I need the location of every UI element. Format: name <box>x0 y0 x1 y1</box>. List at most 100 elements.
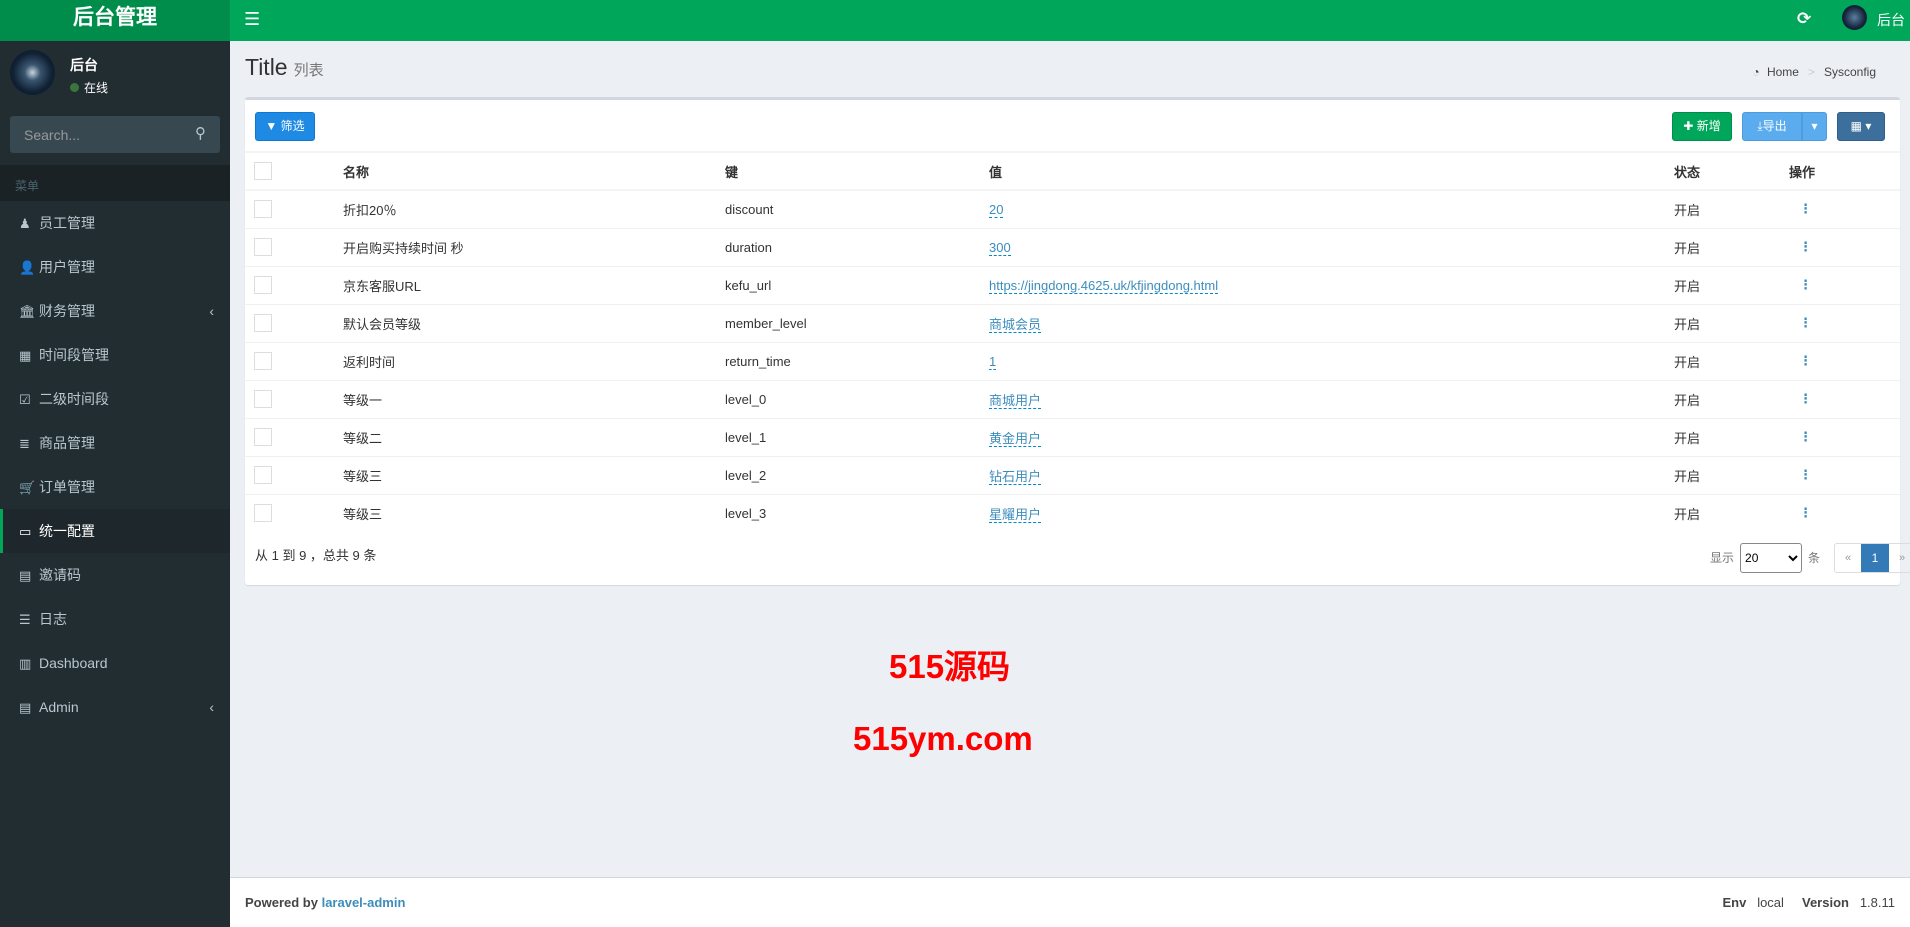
sidebar-item-7[interactable]: ▭ 统一配置 <box>0 509 230 553</box>
pagination: « 1 » <box>1834 543 1910 573</box>
row-actions-icon[interactable]: ⋮ <box>1799 429 1812 444</box>
plus-icon: ✚ <box>1683 119 1694 133</box>
footer: Powered by laravel-admin Env local Versi… <box>230 877 1910 927</box>
sidebar-toggle-icon[interactable]: ☰ <box>244 9 261 29</box>
row-actions-icon[interactable]: ⋮ <box>1799 239 1812 254</box>
caret-down-icon: ▾ <box>1865 119 1872 133</box>
editable-value[interactable]: 钻石用户 <box>989 468 1042 485</box>
row-checkbox[interactable] <box>254 200 272 219</box>
cell-name: 等级二 <box>343 417 725 456</box>
user-menu[interactable]: 后台 <box>1877 12 1905 28</box>
col-actions: 操作 <box>1789 151 1900 191</box>
menu-icon: 🛒 <box>19 480 36 495</box>
row-checkbox[interactable] <box>254 466 272 484</box>
row-actions-icon[interactable]: ⋮ <box>1799 505 1812 521</box>
laravel-admin-link[interactable]: laravel-admin <box>321 895 406 910</box>
row-actions-icon[interactable]: ⋮ <box>1799 201 1812 217</box>
menu-icon: ▥ <box>19 656 32 671</box>
row-checkbox[interactable] <box>254 390 272 408</box>
sidebar-item-9[interactable]: ☰ 日志 <box>0 597 230 641</box>
per-page: 显示 20 条 <box>1710 543 1820 573</box>
editable-value[interactable]: 商城会员 <box>989 316 1042 333</box>
new-button[interactable]: ✚ 新增 <box>1672 112 1732 141</box>
sidebar-item-2[interactable]: 🏛 财务管理 ‹ <box>0 289 230 333</box>
sidebar-item-6[interactable]: 🛒 订单管理 <box>0 465 230 509</box>
cell-key: return_time <box>725 341 989 380</box>
table-row: 返利时间 return_time 1 开启 ⋮ <box>245 341 1900 380</box>
cell-status: 开启 <box>1674 379 1789 418</box>
page-1-button[interactable]: 1 <box>1861 544 1889 572</box>
select-all-checkbox[interactable] <box>254 162 272 180</box>
sidebar-item-3[interactable]: ▦ 时间段管理 <box>0 333 230 377</box>
grid-box: ▼ 筛选 ✚ 新增 ⤓导出 ▾ ▦ ▾ 名称 键 值 状态 操作 折扣20％ d… <box>245 97 1910 585</box>
sidebar-item-0[interactable]: ♟ 员工管理 <box>0 201 230 245</box>
menu-icon: ♟ <box>19 216 31 231</box>
row-actions-icon[interactable]: ⋮ <box>1799 277 1812 292</box>
editable-value[interactable]: 商城用户 <box>989 392 1042 409</box>
menu-icon: ▭ <box>19 524 32 539</box>
user-name: 后台 <box>70 57 98 73</box>
avatar[interactable] <box>1842 5 1867 30</box>
columns-button[interactable]: ▦ ▾ <box>1837 112 1885 141</box>
row-actions-icon[interactable]: ⋮ <box>1799 391 1812 406</box>
cell-status: 开启 <box>1674 493 1789 532</box>
per-page-select[interactable]: 20 <box>1740 543 1803 573</box>
cell-name: 等级三 <box>343 493 725 532</box>
sidebar-item-8[interactable]: ▤ 邀请码 <box>0 553 230 597</box>
editable-value[interactable]: 300 <box>989 239 1011 256</box>
row-actions-icon[interactable]: ⋮ <box>1799 315 1812 330</box>
menu-icon: 👤 <box>19 260 36 275</box>
sidebar-item-5[interactable]: ≣ 商品管理 <box>0 421 230 465</box>
row-actions-icon[interactable]: ⋮ <box>1799 467 1812 482</box>
row-actions-icon[interactable]: ⋮ <box>1799 353 1812 368</box>
page-title: Title 列表 <box>245 54 324 80</box>
cell-key: level_1 <box>725 417 989 456</box>
sidebar-item-label: 用户管理 <box>39 259 95 275</box>
row-checkbox[interactable] <box>254 314 272 332</box>
menu-icon: ▤ <box>19 568 32 583</box>
row-checkbox[interactable] <box>254 504 272 523</box>
menu-header: 菜单 <box>0 165 230 201</box>
chevron-left-icon: ‹ <box>209 699 214 715</box>
sidebar-item-label: 日志 <box>39 611 67 627</box>
table-row: 开启购买持续时间 秒 duration 300 开启 ⋮ <box>245 227 1900 266</box>
cell-key: member_level <box>725 303 989 342</box>
editable-value[interactable]: 星耀用户 <box>989 506 1042 523</box>
row-checkbox[interactable] <box>254 352 272 370</box>
cell-status: 开启 <box>1674 455 1789 494</box>
config-table: 名称 键 值 状态 操作 折扣20％ discount 20 开启 ⋮ 开启购买… <box>245 151 1900 532</box>
row-checkbox[interactable] <box>254 428 272 446</box>
editable-value[interactable]: 20 <box>989 201 1004 218</box>
online-dot-icon <box>70 83 79 92</box>
logo[interactable]: 后台管理 <box>0 0 230 41</box>
refresh-icon[interactable]: ⟳ <box>1797 9 1812 28</box>
editable-value[interactable]: 1 <box>989 353 997 370</box>
next-page-button[interactable]: » <box>1898 552 1906 564</box>
filter-button[interactable]: ▼ 筛选 <box>255 112 315 141</box>
editable-value[interactable]: https://jingdong.4625.uk/kfjingdong.html <box>989 277 1219 294</box>
search-input[interactable] <box>10 116 180 153</box>
sidebar-item-1[interactable]: 👤 用户管理 <box>0 245 230 289</box>
editable-value[interactable]: 黄金用户 <box>989 430 1042 447</box>
menu-icon: 🏛 <box>19 304 36 319</box>
sidebar-search: ⚲ <box>10 116 220 153</box>
export-dropdown-button[interactable]: ▾ <box>1802 112 1827 141</box>
search-icon[interactable]: ⚲ <box>195 125 206 142</box>
sidebar-item-10[interactable]: ▥ Dashboard <box>0 641 230 685</box>
table-row: 等级二 level_1 黄金用户 开启 ⋮ <box>245 417 1900 456</box>
sidebar-item-label: 订单管理 <box>39 479 95 495</box>
col-key[interactable]: 键 <box>725 151 989 191</box>
cell-name: 折扣20％ <box>343 189 725 228</box>
sidebar-item-11[interactable]: ▤ Admin ‹ <box>0 685 230 729</box>
sidebar-item-4[interactable]: ☑ 二级时间段 <box>0 377 230 421</box>
export-button[interactable]: ⤓导出 <box>1742 112 1802 141</box>
col-name[interactable]: 名称 <box>343 151 725 191</box>
caret-down-icon: ▾ <box>1811 119 1818 133</box>
prev-page-button[interactable]: « <box>1844 552 1852 564</box>
breadcrumb-home[interactable]: Home <box>1766 65 1799 79</box>
col-value[interactable]: 值 <box>989 151 1674 191</box>
sidebar-item-label: Dashboard <box>39 655 108 671</box>
col-status[interactable]: 状态 <box>1674 151 1789 191</box>
row-checkbox[interactable] <box>254 276 272 294</box>
row-checkbox[interactable] <box>254 238 272 256</box>
